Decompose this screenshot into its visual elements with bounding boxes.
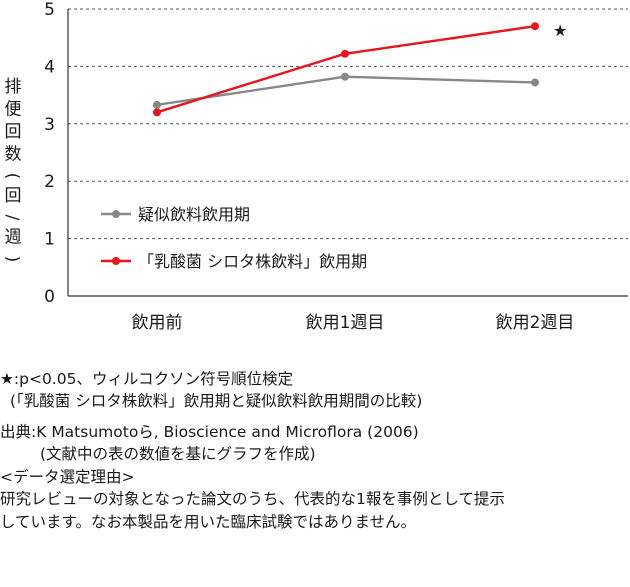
y-tick-label: 4 <box>44 57 55 77</box>
axes <box>67 9 628 297</box>
data-point <box>153 100 161 109</box>
data-point <box>531 22 539 31</box>
y-axis-label-char: 便 <box>5 100 22 120</box>
data-point <box>531 78 539 87</box>
y-axis-label-char: 数 <box>5 145 22 165</box>
x-category-label: 飲用2週目 <box>496 313 575 333</box>
legend-marker <box>112 210 120 218</box>
y-axis-label-char: 排 <box>5 77 22 97</box>
y-axis-label-char: 回 <box>5 122 22 142</box>
reason-text-line2: しています。なお本製品を用いた臨床試験ではありません。 <box>0 512 417 531</box>
legend: 疑似飲料飲用期「乳酸菌 シロタ株飲料」飲用期 <box>101 205 367 271</box>
legend-marker <box>112 257 120 265</box>
significance-note: ★:p<0.05、ウィルコクソン符号順位検定 <box>0 370 294 388</box>
series-line <box>156 75 536 107</box>
reason-heading: <データ選定理由> <box>0 467 135 486</box>
significance-star: ★ <box>553 21 567 40</box>
y-tick-label: 5 <box>44 0 55 20</box>
y-axis-label-char: 週 <box>5 228 22 248</box>
significance-comparison-note: (「乳酸菌 シロタ株飲料」飲用期と疑似飲料飲用期間の比較) <box>10 392 423 411</box>
series-lines <box>153 22 539 117</box>
data-point <box>341 72 349 81</box>
source-citation: 出典:K Matsumotoら, Bioscience and Microflo… <box>0 422 419 441</box>
source-remark: (文献中の表の数値を基にグラフを作成) <box>40 445 316 464</box>
y-tick-label: 1 <box>44 230 55 250</box>
data-point <box>341 49 349 58</box>
y-tick-label: 0 <box>44 287 55 307</box>
y-axis-label-char: ( <box>2 173 22 180</box>
legend-label: 「乳酸菌 シロタ株飲料」飲用期 <box>138 252 367 271</box>
legend-label: 疑似飲料飲用期 <box>138 205 250 224</box>
series-line <box>156 25 536 114</box>
annotations: ★ <box>553 21 567 40</box>
notes-block: ★:p<0.05、ウィルコクソン符号順位検定 (「乳酸菌 シロタ株飲料」飲用期と… <box>0 368 630 533</box>
y-axis-label-char: / <box>2 215 22 221</box>
y-tick-label: 3 <box>44 115 55 135</box>
x-category-labels: 飲用前 飲用1週目 飲用2週目 <box>132 313 575 333</box>
y-tick-label: 2 <box>44 172 55 192</box>
x-category-label: 飲用1週目 <box>306 313 385 333</box>
y-tick-labels: 0 1 2 3 4 5 <box>44 0 55 307</box>
x-category-label: 飲用前 <box>132 313 183 333</box>
y-axis-label-char: ) <box>2 256 22 263</box>
data-point <box>153 108 161 117</box>
reason-text-line1: 研究レビューの対象となった論文のうち、代表的な1報を事例として提示 <box>0 490 505 509</box>
y-axis-label-char: 回 <box>5 186 22 206</box>
